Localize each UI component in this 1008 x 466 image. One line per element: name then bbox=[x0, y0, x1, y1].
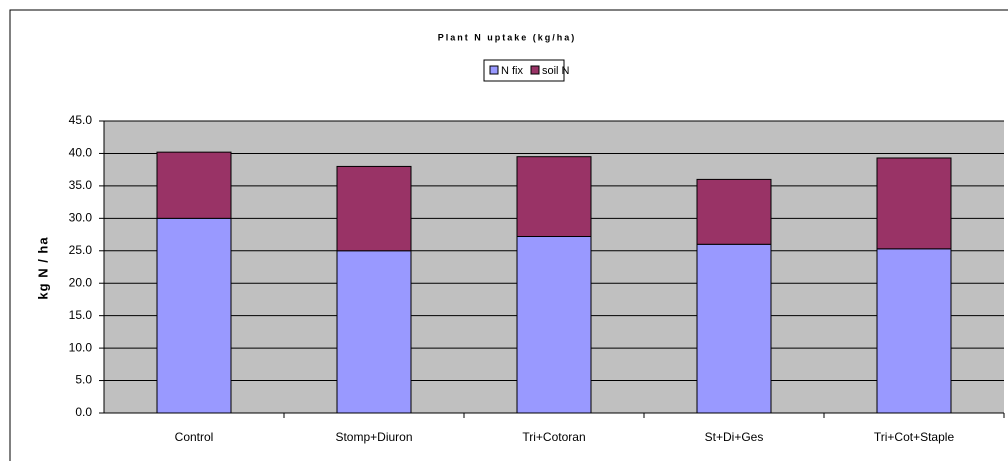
x-tick-label: Stomp+Diuron bbox=[335, 430, 412, 444]
y-axis-label: kg N / ha bbox=[35, 236, 50, 299]
legend-swatch bbox=[489, 65, 499, 75]
bar-segment bbox=[156, 217, 232, 414]
bar-segment bbox=[876, 248, 952, 414]
y-tick-label: 10.0 bbox=[69, 340, 93, 354]
x-tick-label: Tri+Cotoran bbox=[522, 430, 585, 444]
y-tick-label: 0.0 bbox=[75, 405, 92, 419]
y-tick-label: 35.0 bbox=[69, 178, 93, 192]
bar-segment bbox=[336, 250, 412, 414]
x-tick-label: Tri+Cot+Staple bbox=[874, 430, 955, 444]
x-tick-label: St+Di+Ges bbox=[705, 430, 764, 444]
y-tick-label: 15.0 bbox=[69, 308, 93, 322]
legend-box bbox=[483, 59, 565, 82]
chart-title: Plant N uptake (kg/ha) bbox=[438, 32, 577, 42]
bar-segment bbox=[696, 178, 772, 245]
y-tick-label: 45.0 bbox=[69, 113, 93, 127]
x-tick-label: Control bbox=[175, 430, 214, 444]
bar-segment bbox=[696, 243, 772, 414]
y-tick-label: 40.0 bbox=[69, 146, 93, 160]
bar-segment bbox=[516, 156, 592, 238]
bar-segment bbox=[876, 157, 952, 250]
y-tick-label: 30.0 bbox=[69, 211, 93, 225]
y-tick-label: 25.0 bbox=[69, 243, 93, 257]
legend-swatch bbox=[530, 65, 540, 75]
bar-segment bbox=[336, 165, 412, 252]
bar-segment bbox=[516, 236, 592, 414]
y-tick-label: 20.0 bbox=[69, 275, 93, 289]
legend-label: soil N bbox=[542, 65, 570, 77]
y-tick-label: 5.0 bbox=[75, 373, 92, 387]
legend-label: N fix bbox=[501, 65, 524, 77]
bar-segment bbox=[156, 151, 232, 219]
